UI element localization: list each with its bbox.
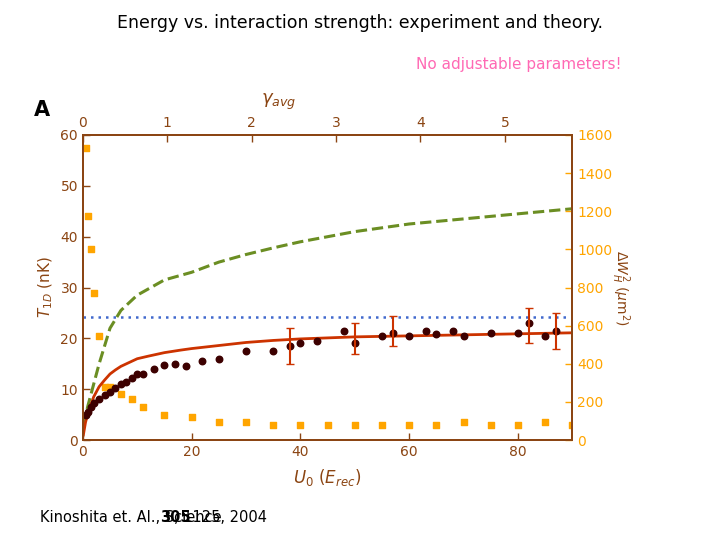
Point [485,421,497,429]
Point [120,377,132,386]
X-axis label: $\gamma_{avg}$: $\gamma_{avg}$ [261,92,297,112]
Point [85,403,96,411]
Point [158,410,170,419]
Point [420,327,431,335]
Point [181,362,192,370]
Point [88,288,99,297]
Point [267,347,279,355]
Point [109,384,121,393]
Point [85,245,96,254]
Point [132,370,143,379]
Point [94,332,105,340]
Point [104,382,116,391]
Y-axis label: $\Delta W_H^2$ ($\mu$m$^2$): $\Delta W_H^2$ ($\mu$m$^2$) [609,249,632,326]
Text: Kinoshita et. Al., Science: Kinoshita et. Al., Science [40,510,226,525]
Point [240,347,252,355]
Point [99,382,110,391]
Point [126,374,138,382]
Point [550,327,562,335]
Point [83,212,94,221]
Point [148,364,159,373]
Point [539,332,551,340]
Text: A: A [34,100,50,120]
Point [158,361,170,369]
Point [88,399,99,408]
Y-axis label: $T_{1D}$ (nK): $T_{1D}$ (nK) [36,256,55,319]
Point [213,418,225,427]
Point [431,330,442,339]
Point [458,332,469,340]
Point [104,388,116,396]
Point [403,332,415,340]
Point [169,360,181,368]
Point [458,418,469,427]
Point [126,395,138,404]
Point [311,336,323,345]
Point [512,421,523,429]
Point [137,403,148,411]
Point [83,408,94,416]
Text: No adjustable parameters!: No adjustable parameters! [415,57,621,72]
Point [387,329,399,338]
Point [197,357,208,366]
Point [80,410,91,419]
Point [267,421,279,429]
Point [349,421,361,429]
Point [377,421,388,429]
Point [322,421,333,429]
Point [115,390,127,399]
Point [186,413,197,422]
Point [431,421,442,429]
Point [403,421,415,429]
Point [377,332,388,340]
Point [115,380,127,388]
Point [512,329,523,338]
Point [485,329,497,338]
Point [447,327,459,335]
Point [284,342,295,350]
Point [349,339,361,348]
Point [567,421,578,429]
Point [137,370,148,379]
Point [94,395,105,404]
Point [539,418,551,427]
Point [240,418,252,427]
Text: 305: 305 [160,510,191,525]
Point [99,391,110,400]
Point [338,327,350,335]
X-axis label: $U_0$ ($E_{rec}$): $U_0$ ($E_{rec}$) [294,467,361,488]
Point [80,144,91,152]
Point [213,354,225,363]
Text: Energy vs. interaction strength: experiment and theory.: Energy vs. interaction strength: experim… [117,14,603,31]
Text: , 1125, 2004: , 1125, 2004 [174,510,266,525]
Point [294,339,306,348]
Point [294,421,306,429]
Point [523,319,535,327]
